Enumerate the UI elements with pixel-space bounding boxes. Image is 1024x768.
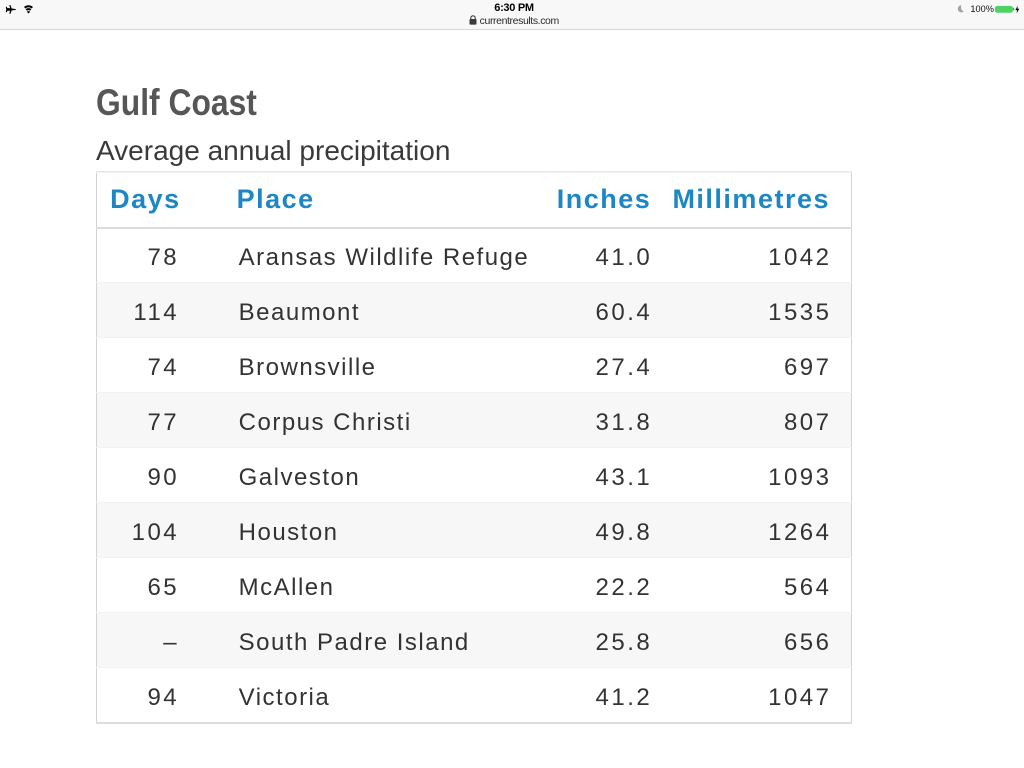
- svg-text:100%: 100%: [970, 4, 994, 14]
